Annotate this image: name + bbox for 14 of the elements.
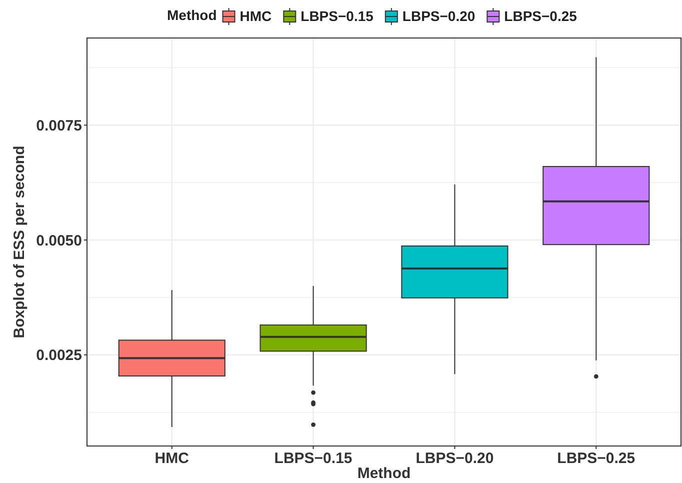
legend-label: LBPS−0.15 <box>300 8 374 24</box>
legend-label: HMC <box>240 8 272 24</box>
legend-label: LBPS−0.25 <box>504 8 578 24</box>
x-axis-title: Method <box>357 465 411 482</box>
y-tick-label: 0.0050 <box>36 232 82 250</box>
y-tick-label: 0.0075 <box>36 117 82 134</box>
x-tick-label: LBPS−0.20 <box>416 450 494 467</box>
y-tick-label: 0.0025 <box>36 347 82 364</box>
legend-title: Method <box>167 7 217 23</box>
legend-label: LBPS−0.20 <box>402 8 476 24</box>
x-tick-label: LBPS−0.25 <box>557 450 636 467</box>
x-tick-label: LBPS−0.15 <box>274 450 352 467</box>
y-axis-title: Boxplot of ESS per second <box>11 146 28 338</box>
x-tick-label: HMC <box>154 450 190 467</box>
